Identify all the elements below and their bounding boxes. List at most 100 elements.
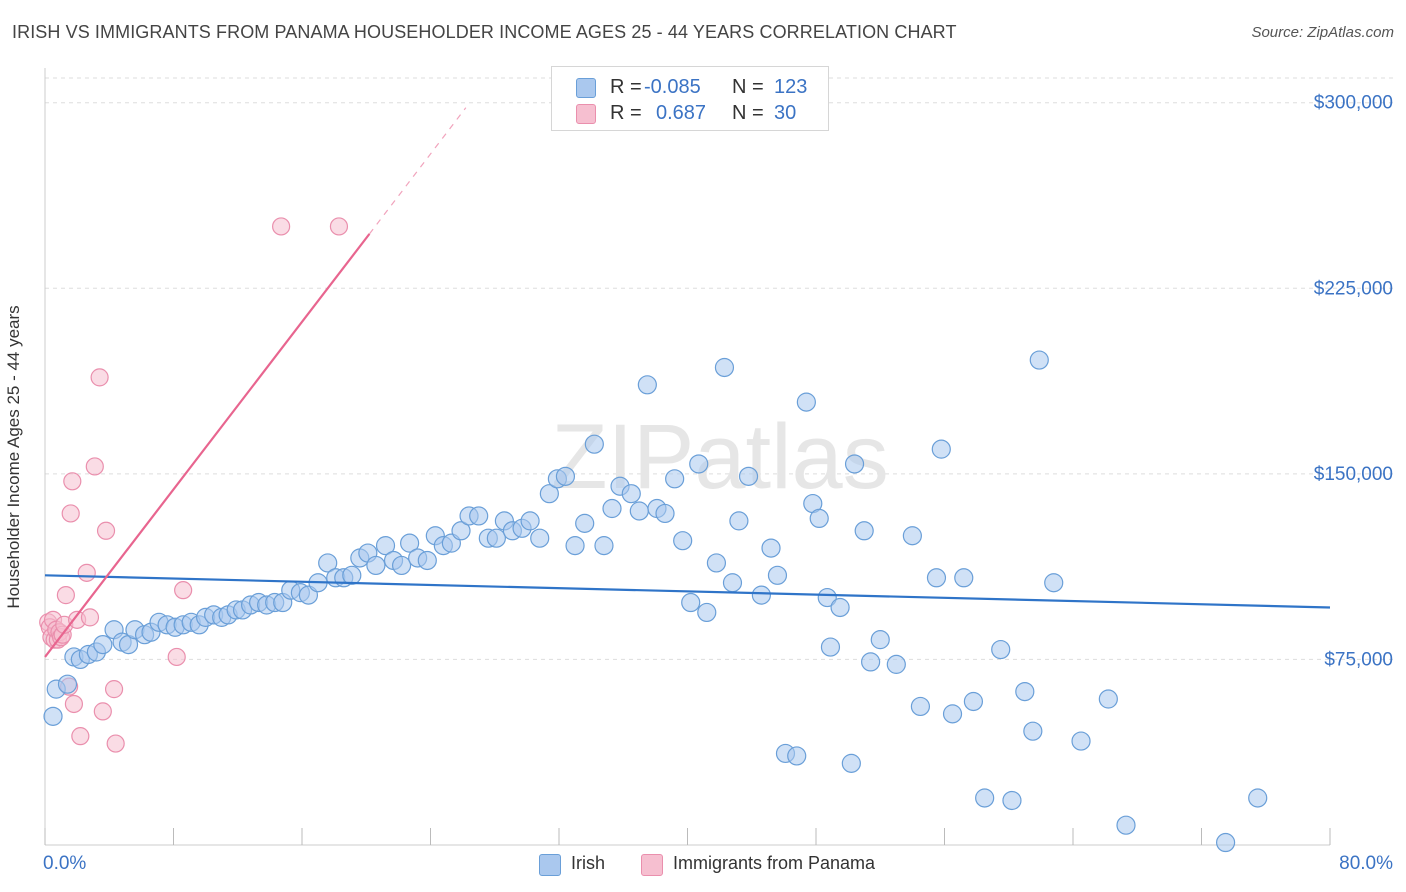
irish-point bbox=[1023, 721, 1043, 741]
irish-point bbox=[870, 630, 890, 650]
r-label: R = bbox=[610, 102, 642, 124]
irish-point bbox=[886, 654, 906, 674]
irish-point bbox=[991, 639, 1011, 660]
panama-point bbox=[63, 472, 82, 491]
panama-point bbox=[80, 608, 100, 627]
irish-point bbox=[926, 568, 947, 588]
y-tick-label: $150,000 bbox=[1314, 464, 1393, 485]
irish-point bbox=[841, 753, 861, 773]
irish-point bbox=[767, 565, 788, 585]
irish-point bbox=[673, 531, 693, 551]
irish-point bbox=[796, 392, 816, 412]
y-axis-label: Householder Income Ages 25 - 44 years bbox=[4, 305, 23, 609]
panama-point bbox=[174, 581, 193, 600]
irish-point bbox=[655, 503, 675, 524]
n-value: 30 bbox=[774, 102, 797, 124]
series-legend: Irish Immigrants from Panama bbox=[0, 852, 1406, 878]
panama-point bbox=[85, 457, 104, 476]
irish-point bbox=[451, 521, 471, 541]
axes bbox=[44, 68, 1331, 846]
panama-point bbox=[56, 586, 75, 605]
irish-point bbox=[1215, 832, 1236, 853]
irish-point bbox=[809, 508, 829, 529]
irish-trend-line bbox=[44, 574, 1331, 609]
irish-point bbox=[902, 526, 922, 546]
irish-point bbox=[417, 550, 437, 571]
irish-point bbox=[722, 573, 743, 593]
irish-points bbox=[43, 350, 1268, 853]
irish-point bbox=[594, 536, 614, 556]
r-value: 0.687 bbox=[656, 102, 707, 124]
panama-point bbox=[329, 217, 349, 236]
panama-point bbox=[104, 680, 124, 699]
n-label: N = bbox=[732, 76, 764, 98]
panama-point bbox=[272, 217, 291, 236]
irish-point bbox=[629, 501, 649, 521]
irish-point bbox=[375, 536, 396, 556]
irish-point bbox=[820, 637, 841, 657]
irish-point bbox=[697, 602, 717, 623]
irish-point bbox=[830, 597, 850, 618]
panama-swatch bbox=[641, 854, 663, 876]
irish-point bbox=[931, 439, 951, 459]
n-label: N = bbox=[732, 102, 764, 124]
r-value: -0.085 bbox=[644, 76, 701, 98]
irish-swatch bbox=[539, 854, 561, 876]
irish-point bbox=[1098, 689, 1118, 709]
panama-point bbox=[90, 368, 109, 387]
irish-point bbox=[93, 634, 113, 655]
irish-point bbox=[366, 555, 386, 576]
y-tick-label: $75,000 bbox=[1324, 649, 1393, 670]
chart-title: IRISH VS IMMIGRANTS FROM PANAMA HOUSEHOL… bbox=[12, 22, 957, 42]
panama-point bbox=[96, 521, 116, 540]
irish-point bbox=[729, 511, 749, 531]
panama-point bbox=[93, 702, 112, 721]
irish-point bbox=[539, 484, 559, 504]
irish-point bbox=[1029, 350, 1049, 370]
panama-swatch bbox=[576, 104, 596, 124]
panama-trend-extension bbox=[368, 107, 467, 235]
irish-point bbox=[1248, 788, 1268, 808]
y-tick-label: $225,000 bbox=[1314, 278, 1393, 299]
irish-point bbox=[751, 585, 771, 605]
correlation-legend: R = -0.085 N = 123 R = 0.687 N = 30 bbox=[551, 66, 829, 131]
legend-label-irish: Irish bbox=[571, 853, 606, 873]
r-label: R = bbox=[610, 76, 642, 98]
irish-point bbox=[787, 746, 807, 766]
irish-point bbox=[817, 587, 837, 608]
n-value: 123 bbox=[774, 76, 808, 98]
irish-point bbox=[665, 469, 685, 489]
y-tick-label: $300,000 bbox=[1314, 93, 1393, 114]
irish-point bbox=[565, 536, 585, 556]
panama-trend-line bbox=[44, 233, 371, 658]
tick-labels: $75,000 $150,000 $225,000 $300,000 0.0% 80.0% bbox=[43, 93, 1393, 874]
panama-point bbox=[77, 563, 96, 582]
irish-point bbox=[861, 652, 881, 672]
source-credit: Source: ZipAtlas.com bbox=[1251, 24, 1394, 41]
irish-point bbox=[910, 696, 931, 717]
irish-point bbox=[738, 466, 759, 486]
trend-lines bbox=[44, 107, 1331, 658]
irish-point bbox=[575, 513, 595, 533]
irish-point bbox=[1116, 815, 1136, 835]
irish-point bbox=[942, 704, 963, 724]
x-tick-label: 80.0% bbox=[1339, 853, 1393, 874]
irish-point bbox=[761, 538, 781, 558]
irish-point bbox=[602, 498, 622, 519]
irish-point bbox=[391, 555, 412, 576]
panama-point bbox=[71, 727, 90, 746]
panama-point bbox=[64, 694, 84, 714]
x-tick-label: 0.0% bbox=[43, 853, 86, 874]
irish-point bbox=[1071, 731, 1091, 751]
irish-point bbox=[469, 506, 489, 526]
irish-swatch bbox=[576, 78, 596, 98]
irish-point bbox=[520, 511, 540, 531]
irish-point bbox=[621, 484, 641, 504]
irish-point bbox=[681, 592, 701, 613]
irish-point bbox=[689, 454, 709, 474]
legend-label-panama: Immigrants from Panama bbox=[673, 853, 876, 873]
irish-point bbox=[530, 528, 550, 548]
panama-point bbox=[61, 504, 80, 523]
irish-point bbox=[43, 706, 63, 726]
